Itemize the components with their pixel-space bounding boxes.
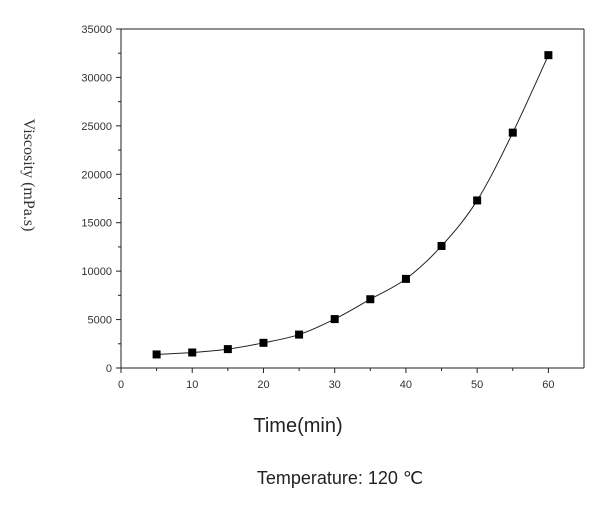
y-tick-label: 20000 [81, 169, 112, 181]
x-tick-label: 60 [542, 379, 554, 391]
y-tick-label: 30000 [81, 72, 112, 84]
y-tick-label: 0 [106, 363, 112, 375]
x-axis-title: Time(min) [253, 415, 342, 437]
data-point-marker [259, 338, 268, 347]
y-tick-label: 25000 [81, 121, 112, 133]
x-axis-ticks: 0 10 20 30 40 50 60 [118, 368, 555, 391]
x-tick-label: 40 [400, 379, 412, 391]
data-point-marker [544, 51, 553, 60]
plot-frame [120, 28, 585, 369]
series-line [156, 54, 549, 355]
data-point-marker [473, 196, 482, 205]
series-group [152, 51, 553, 359]
y-tick-label: 5000 [88, 315, 112, 327]
chart-caption: Temperature: 120 ℃ [257, 468, 423, 488]
data-point-marker [152, 350, 161, 359]
x-tick-label: 30 [329, 379, 341, 391]
x-tick-label: 50 [471, 379, 483, 391]
y-tick-label: 35000 [81, 24, 112, 36]
y-tick-label: 15000 [81, 218, 112, 230]
data-point-marker [401, 274, 410, 283]
data-point-marker [295, 330, 304, 339]
x-tick-label: 0 [118, 379, 124, 391]
data-point-marker [437, 241, 446, 250]
data-point-marker [223, 345, 232, 354]
x-tick-label: 20 [257, 379, 269, 391]
data-point-marker [330, 315, 339, 324]
y-axis-title: Viscosity (mPa.s) [20, 119, 37, 232]
y-axis-ticks: 0 5000 10000 15000 20000 25000 30000 35000 [81, 24, 121, 375]
data-point-marker [508, 128, 517, 137]
y-tick-label: 10000 [81, 266, 112, 278]
x-tick-label: 10 [186, 379, 198, 391]
data-point-marker [366, 295, 375, 304]
data-point-marker [188, 348, 197, 357]
